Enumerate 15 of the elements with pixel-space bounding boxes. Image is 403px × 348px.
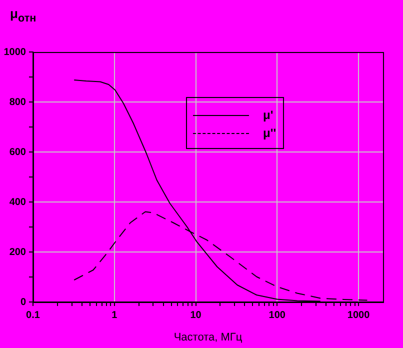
y-tick-label: 0 — [20, 296, 26, 308]
y-tick-label: 600 — [9, 146, 26, 158]
y-tick-label: 200 — [9, 246, 26, 258]
x-tick-label: 10 — [190, 310, 202, 321]
y-tick-label: 400 — [9, 196, 26, 208]
y-axis-title: μ$_{отн}$ — [10, 6, 36, 25]
x-axis-title: Частота, МГц — [174, 331, 243, 344]
y-tick-label: 1000 — [4, 46, 26, 58]
x-tick-label: 1000 — [347, 310, 370, 321]
legend-label: μ' — [263, 108, 274, 122]
x-tick-label: 1 — [112, 310, 118, 321]
x-tick-label: 0.1 — [26, 310, 40, 321]
legend-label: μ'' — [263, 126, 276, 140]
y-tick-label: 800 — [9, 96, 26, 108]
x-tick-label: 100 — [268, 310, 286, 321]
